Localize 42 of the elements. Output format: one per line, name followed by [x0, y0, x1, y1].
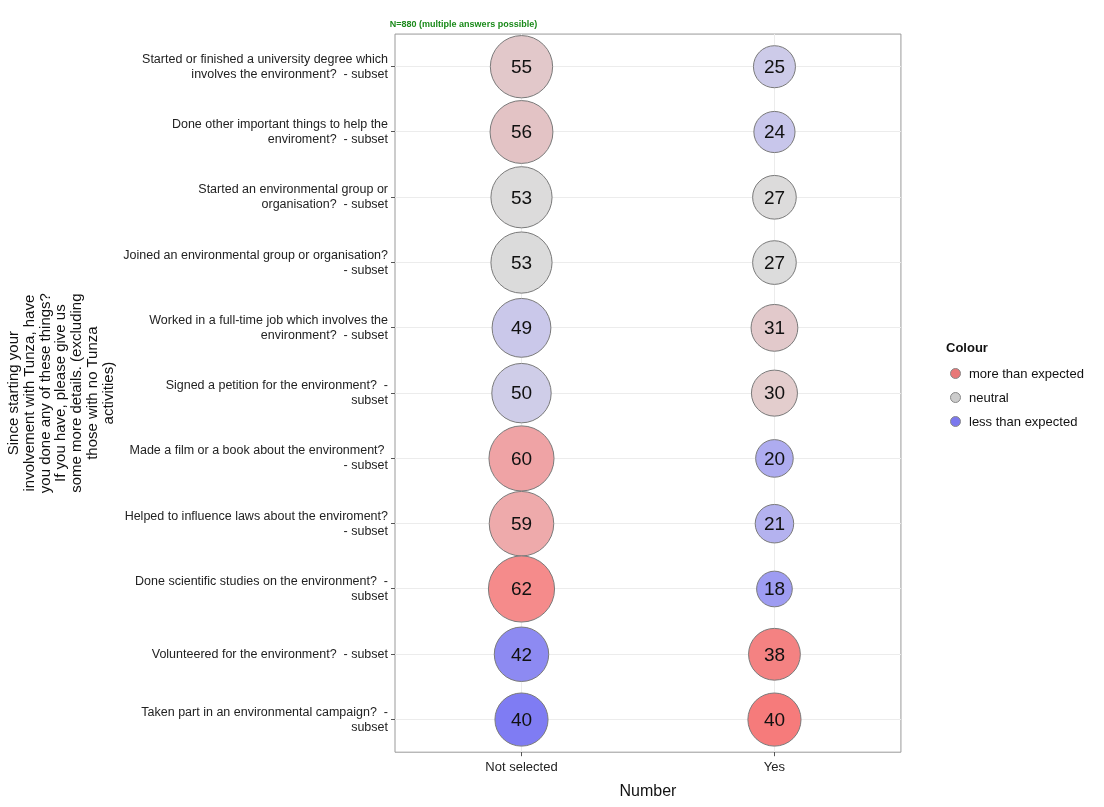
- text: more than expected: [969, 365, 1084, 381]
- y-tick-label: Done other important things to help the enviroment? - subset: [171, 116, 389, 146]
- y-tick-label: Made a film or a book about the environment? - subset: [129, 443, 389, 473]
- x-tick-label: Not selected: [485, 758, 558, 774]
- data-label: 49: [510, 317, 533, 339]
- data-label: 24: [763, 121, 786, 143]
- y-tick-label: Started an environmental group or organisation? - subset: [198, 182, 389, 212]
- y-axis-title: Since starting your involvement with Tunza, have you done any of these things? If you have, please give us some more details. (excluding those with no Tunza activities): [4, 293, 116, 494]
- y-tick-label: Joined an environmental group or organisation? - subset: [123, 247, 389, 277]
- data-label: 53: [510, 251, 533, 273]
- data-label: 27: [763, 186, 786, 208]
- text: neutral: [969, 389, 1009, 405]
- y-tick-label: Signed a petition for the environment? - subset: [165, 378, 389, 408]
- x-tick-label: Yes: [763, 758, 786, 774]
- data-label: 53: [510, 186, 533, 208]
- data-label: 25: [763, 55, 786, 77]
- data-label: 50: [510, 382, 533, 404]
- y-tick-label: Taken part in an environmental campaign? - subset: [141, 704, 389, 734]
- data-label: 40: [763, 708, 786, 730]
- data-label: 59: [510, 512, 533, 534]
- y-tick-label: Started or finished a university degree which involves the environment? - subset: [142, 51, 389, 81]
- data-label: 38: [763, 643, 786, 665]
- data-label: 31: [763, 317, 786, 339]
- data-label: 18: [763, 578, 786, 600]
- chart-title: N=880 (multiple answers possible): [389, 19, 538, 30]
- x-axis-title: Number: [619, 781, 678, 799]
- data-label: 21: [763, 512, 786, 534]
- data-label: 20: [763, 447, 786, 469]
- y-tick-label: Helped to influence laws about the enviroment? - subset: [124, 508, 389, 538]
- data-label: 55: [510, 55, 533, 77]
- y-tick-label: Volunteered for the environment? - subset: [151, 646, 389, 661]
- data-label: 60: [510, 447, 533, 469]
- text: less than expected: [969, 413, 1078, 429]
- data-label: 62: [510, 578, 533, 600]
- data-label: 42: [510, 643, 533, 665]
- legend-title: Colour: [946, 340, 989, 355]
- y-tick-label: Done scientific studies on the environment? - subset: [135, 573, 389, 603]
- y-tick-label: Worked in a full-time job which involves the environment? - subset: [149, 312, 389, 342]
- data-label: 56: [510, 121, 533, 143]
- data-label: 27: [763, 251, 786, 273]
- data-label: 30: [763, 382, 786, 404]
- data-label: 40: [510, 708, 533, 730]
